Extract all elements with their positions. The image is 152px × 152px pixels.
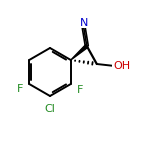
Text: F: F [77, 85, 83, 95]
Text: OH: OH [113, 61, 130, 71]
Text: F: F [17, 85, 23, 95]
Text: Cl: Cl [45, 104, 55, 114]
Text: N: N [80, 17, 88, 28]
Polygon shape [71, 45, 88, 60]
